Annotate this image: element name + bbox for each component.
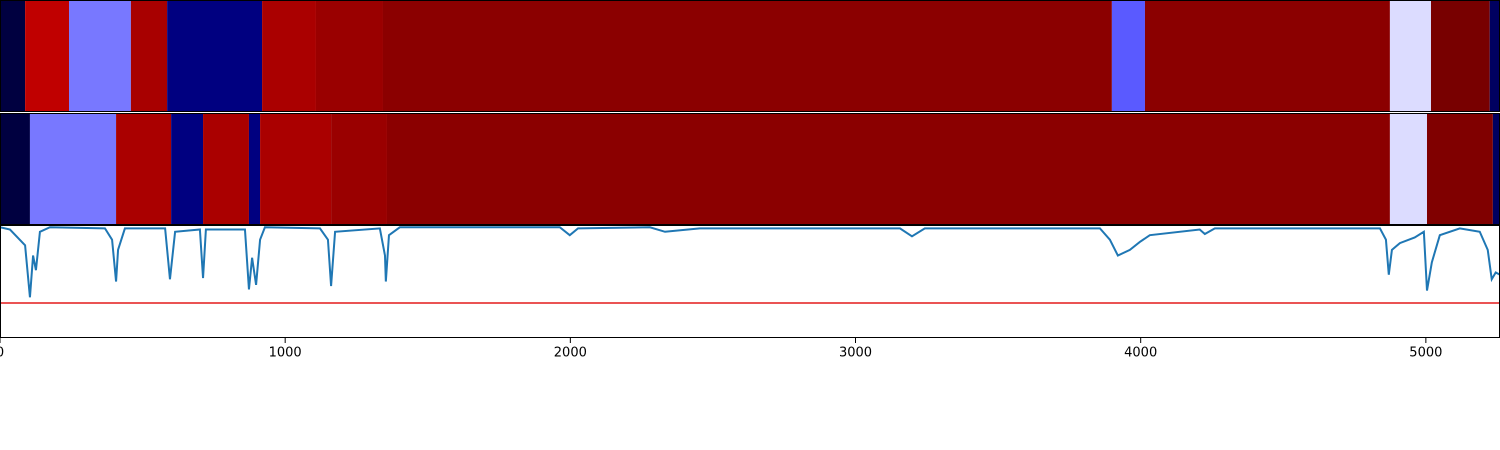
segment [331,113,387,225]
x-tick-label: 2000 [554,346,587,361]
data-line [0,226,1500,298]
segment [260,113,332,225]
segment [1144,0,1390,112]
x-tick-label: 0 [0,346,4,361]
segment [1430,0,1490,112]
segment [1389,0,1431,112]
segment [69,0,131,112]
segment [0,113,30,225]
segment [171,113,204,225]
segment [262,0,316,112]
x-tick-label: 3000 [839,346,872,361]
segment [29,113,117,225]
segment [386,113,1390,225]
x-tick-label: 5000 [1409,346,1442,361]
segment [315,0,383,112]
panel-frame [0,225,1500,338]
segment [167,0,263,112]
segment [382,0,1112,112]
segment [130,0,168,112]
segment [1492,113,1500,225]
segment [1111,0,1145,112]
segment [25,0,70,112]
segment [1426,113,1493,225]
segment [1389,113,1427,225]
segment [248,113,261,225]
segment [1489,0,1500,112]
segment [0,0,26,112]
segment [203,113,249,225]
x-tick-label: 4000 [1124,346,1157,361]
segment [116,113,172,225]
x-tick-label: 1000 [269,346,302,361]
